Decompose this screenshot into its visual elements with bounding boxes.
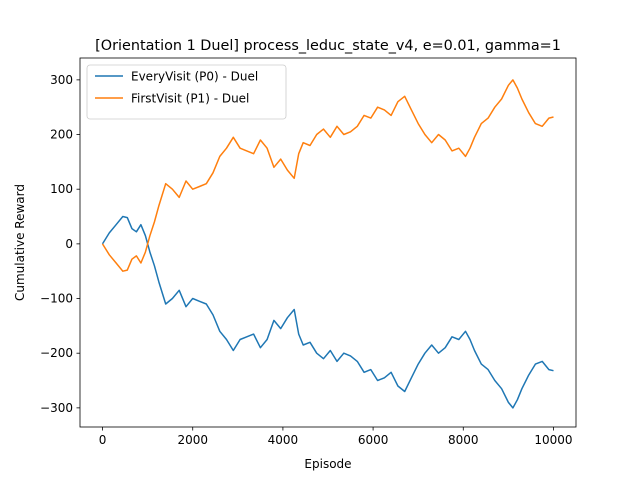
y-axis-label: Cumulative Reward <box>13 184 27 301</box>
x-axis-ticks: 0 2000 4000 6000 8000 10000 <box>99 427 573 447</box>
legend: EveryVisit (P0) - Duel FirstVisit (P1) - … <box>86 64 287 120</box>
y-axis-ticks: −300 −200 −100 0 100 200 300 <box>40 73 80 415</box>
y-tick-label: 200 <box>50 128 73 142</box>
series-line-1 <box>101 215 554 409</box>
plot-lines <box>101 79 554 409</box>
legend-label-1: EveryVisit (P0) - Duel <box>131 70 258 84</box>
y-tick-label: −200 <box>40 346 73 360</box>
x-tick-label: 0 <box>99 433 107 447</box>
x-tick-label: 8000 <box>448 433 479 447</box>
y-tick-label: 300 <box>50 73 73 87</box>
legend-box <box>86 64 287 120</box>
y-tick-label: 0 <box>65 237 73 251</box>
y-tick-label: −100 <box>40 292 73 306</box>
x-tick-label: 4000 <box>268 433 299 447</box>
x-tick-label: 2000 <box>177 433 208 447</box>
y-tick-label: 100 <box>50 182 73 196</box>
series-line-2 <box>101 79 554 272</box>
plot-frame <box>79 57 577 428</box>
x-tick-label: 10000 <box>534 433 572 447</box>
x-axis-label: Episode <box>304 457 351 471</box>
chart-title: [Orientation 1 Duel] process_leduc_state… <box>95 38 561 54</box>
y-tick-label: −300 <box>40 401 73 415</box>
legend-label-2: FirstVisit (P1) - Duel <box>131 92 249 106</box>
x-tick-label: 6000 <box>358 433 389 447</box>
